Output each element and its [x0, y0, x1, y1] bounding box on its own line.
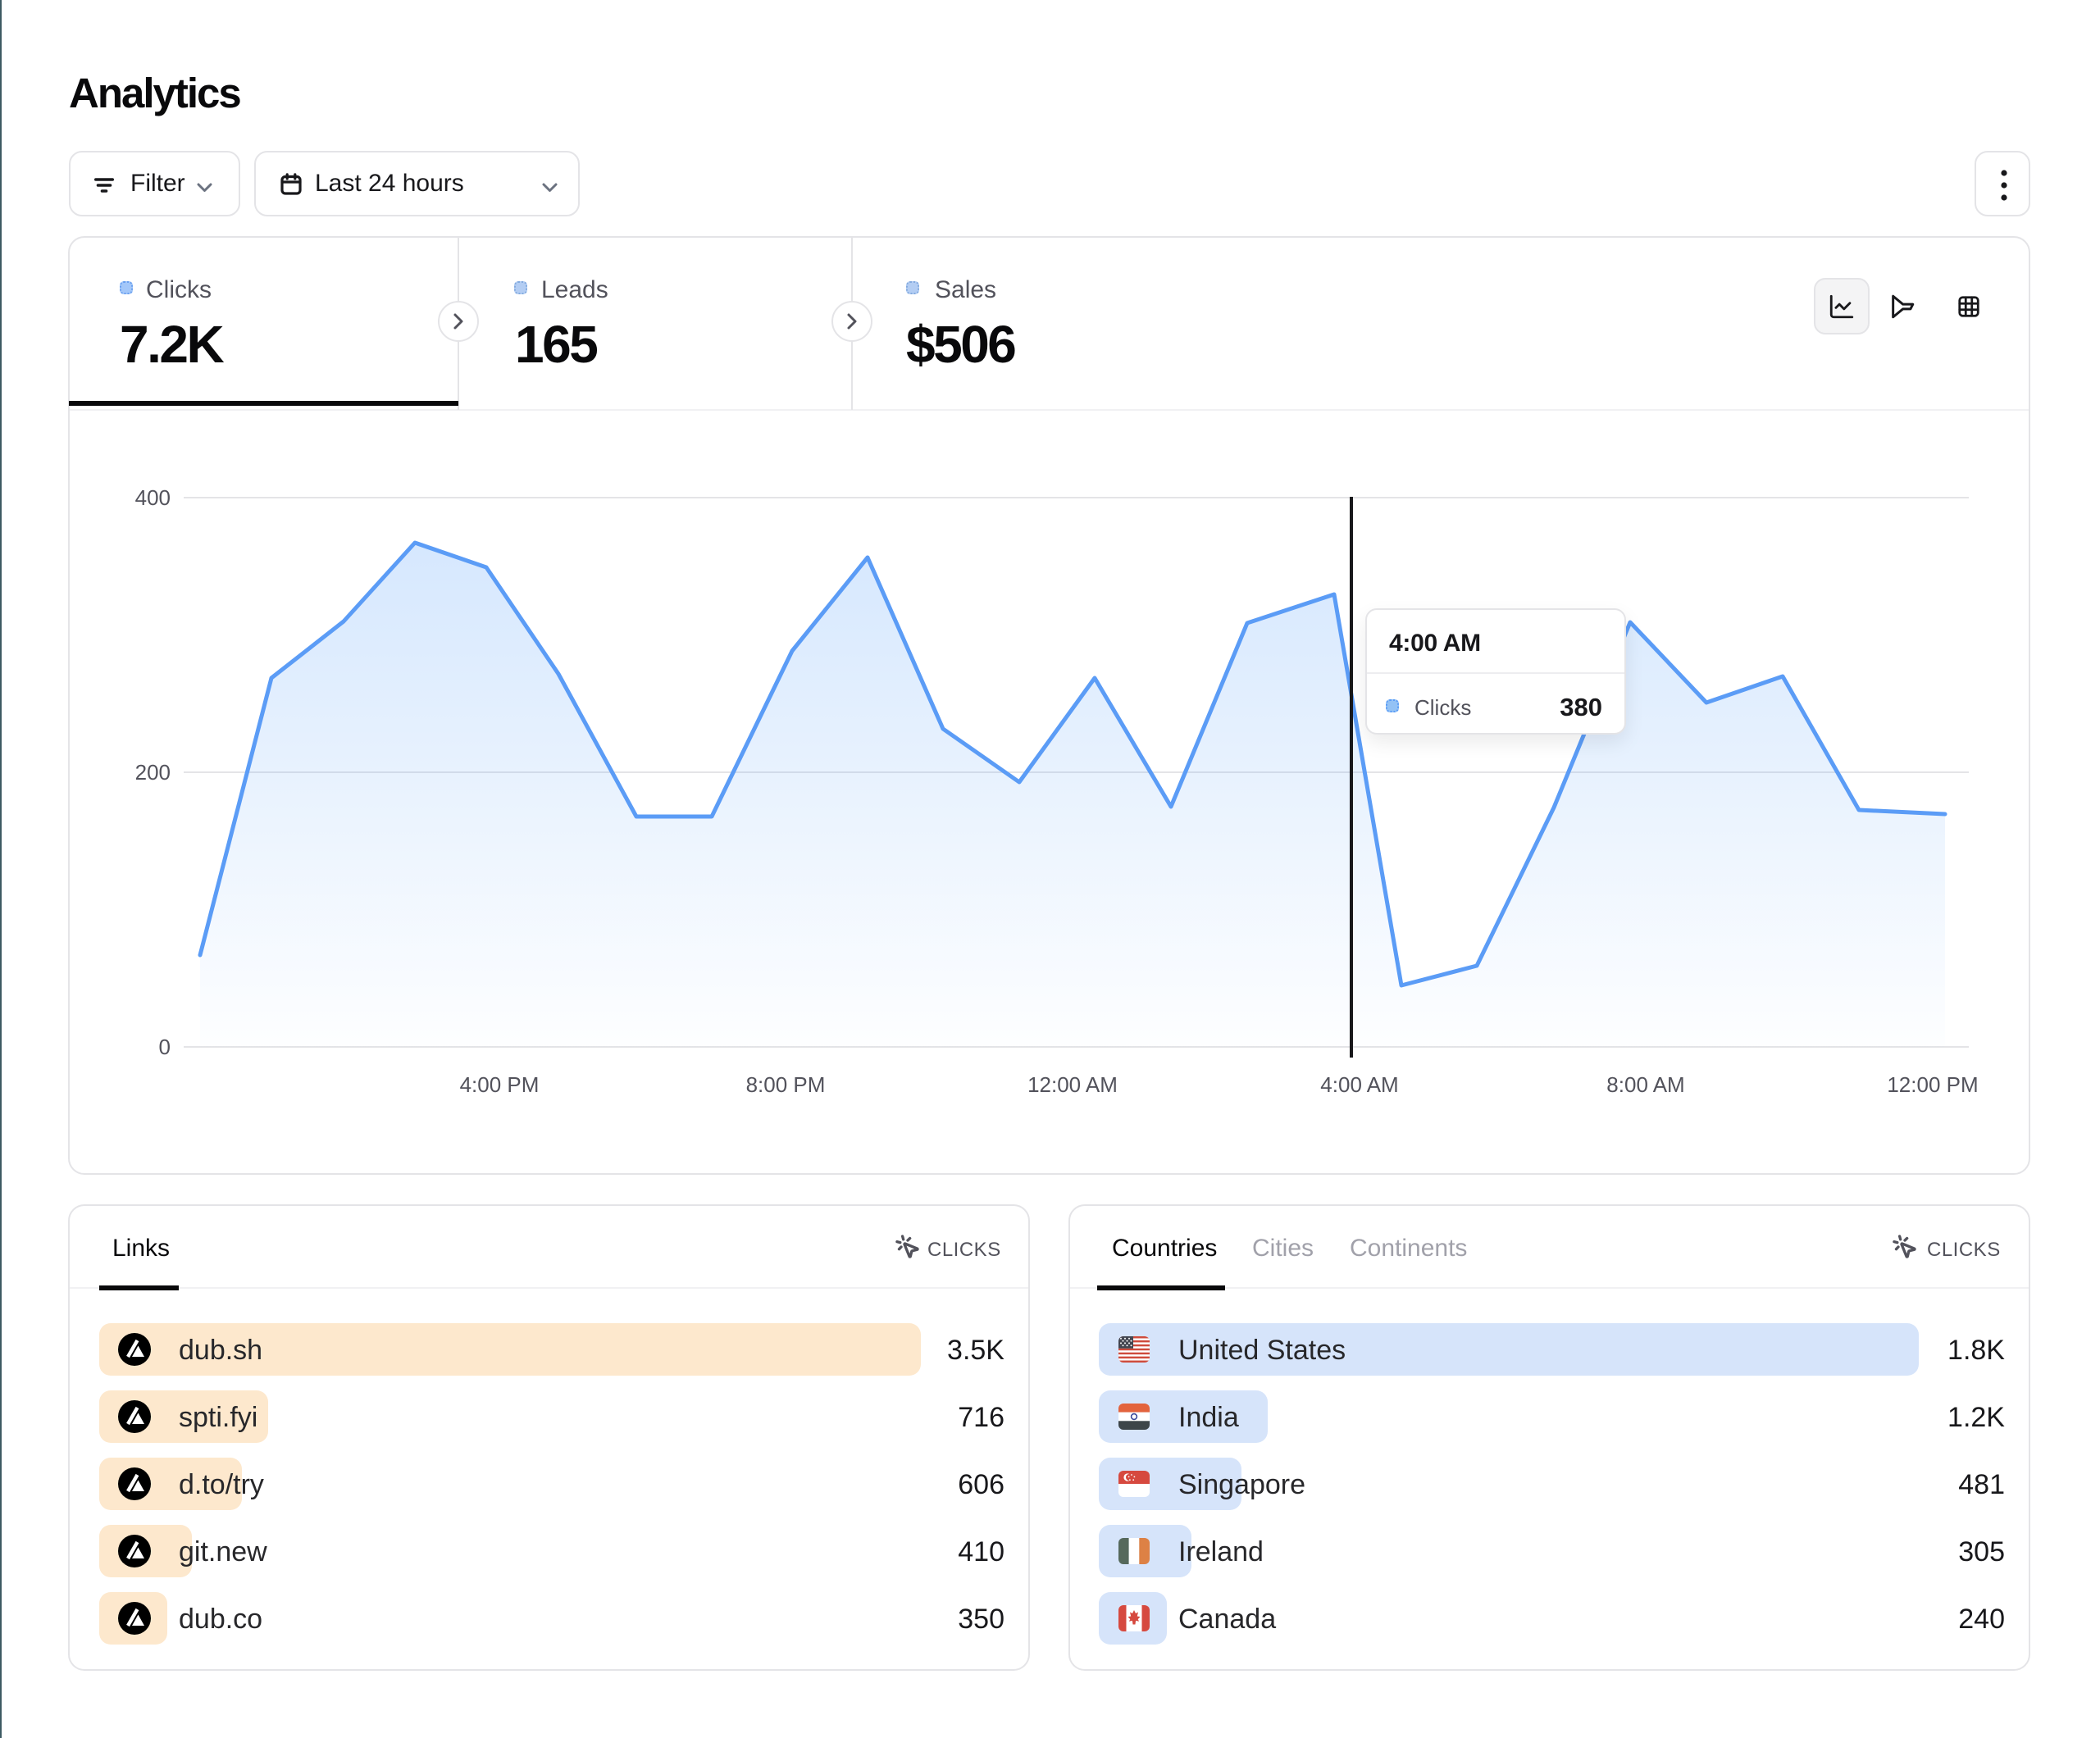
svg-text:400: 400 — [135, 485, 171, 510]
svg-text:4:00 PM: 4:00 PM — [460, 1072, 540, 1097]
svg-text:0: 0 — [159, 1035, 171, 1059]
svg-text:200: 200 — [135, 760, 171, 785]
svg-text:8:00 PM: 8:00 PM — [746, 1072, 826, 1097]
svg-text:12:00 AM: 12:00 AM — [1027, 1072, 1118, 1097]
svg-text:12:00 PM: 12:00 PM — [1887, 1072, 1978, 1097]
svg-text:4:00 AM: 4:00 AM — [1320, 1072, 1398, 1097]
svg-text:8:00 AM: 8:00 AM — [1606, 1072, 1684, 1097]
